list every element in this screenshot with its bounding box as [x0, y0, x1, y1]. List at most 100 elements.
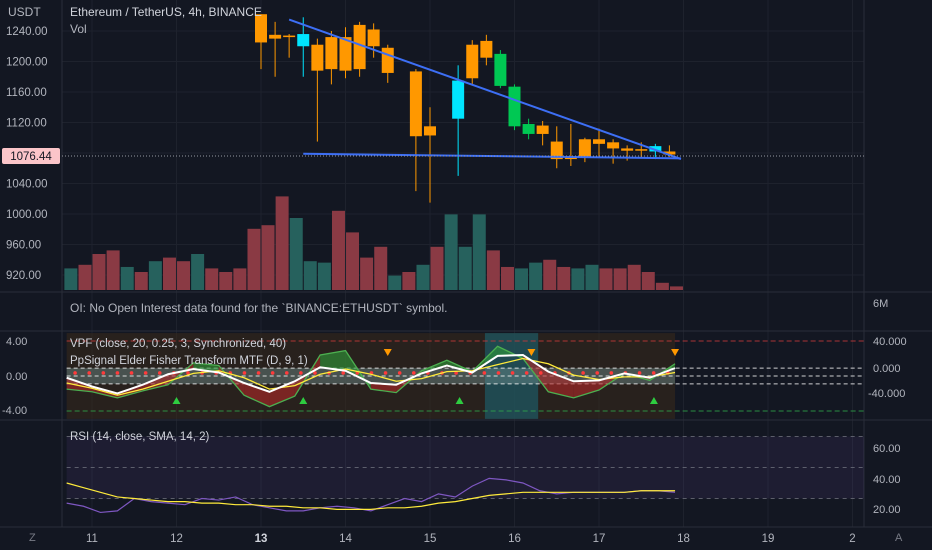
volume-bar: [444, 214, 458, 290]
candles[interactable]: [255, 14, 676, 203]
price-tick-label: 960.00: [6, 240, 41, 252]
volume-bar: [64, 268, 78, 290]
vpf-signal-dot: [595, 371, 600, 375]
vpf-signal-dot: [454, 371, 458, 375]
oi-message[interactable]: OI: No Open Interest data found for the …: [70, 301, 447, 315]
symbol-title[interactable]: Ethereum / TetherUS, 4h, BINANCE: [70, 5, 262, 19]
rsi-series-line: [66, 482, 676, 510]
vpf-fill-segment: [244, 383, 270, 407]
vpf-fill-segment: [573, 380, 599, 398]
volume-bar: [360, 257, 374, 290]
vpf-signal-dot: [157, 371, 162, 375]
vpf-signal-dot: [129, 371, 134, 375]
volume-label[interactable]: Vol: [70, 22, 87, 36]
volume-bar: [205, 268, 219, 290]
vpf-sell-marker: [383, 349, 392, 356]
vpf-signal-dot: [270, 371, 275, 375]
vpf-signal-dot: [73, 371, 77, 375]
vpf-signal-dot: [482, 371, 487, 375]
vpf-buy-marker: [299, 397, 308, 404]
candle-body[interactable]: [522, 124, 535, 134]
rsi-right-tick-2: 40.00: [873, 474, 901, 486]
vpf-title[interactable]: VPF (close, 20, 0.25, 3, Synchronized, 4…: [70, 338, 286, 350]
candle-body[interactable]: [255, 14, 267, 43]
candle-body[interactable]: [381, 47, 394, 73]
candle-body[interactable]: [409, 71, 422, 137]
volume-bar: [669, 286, 683, 290]
candle-body[interactable]: [494, 53, 507, 86]
vpf-left-tick-3: -4.00: [2, 405, 27, 417]
candle-body[interactable]: [663, 151, 676, 155]
candle-body[interactable]: [607, 142, 620, 149]
time-tick-label: 12: [170, 533, 183, 545]
volume-bar: [515, 268, 529, 290]
volume-bar: [162, 257, 176, 290]
candle-body[interactable]: [564, 157, 577, 160]
price-tick-label: 1040.00: [6, 179, 48, 191]
vpf-signal-dot: [242, 371, 247, 375]
candle-body[interactable]: [466, 44, 479, 79]
candle-body[interactable]: [480, 40, 493, 58]
vpf-fill-segment: [117, 384, 143, 398]
candle-body[interactable]: [367, 29, 380, 47]
candle-body[interactable]: [269, 34, 282, 39]
trendline-support[interactable]: [303, 152, 681, 160]
trendline-descending[interactable]: [288, 18, 682, 161]
time-tick-label: 14: [339, 533, 352, 545]
volume-bar: [303, 261, 317, 290]
price-tick-label: 1120.00: [6, 118, 47, 130]
candle-body[interactable]: [353, 24, 366, 70]
auto-scale-button[interactable]: A: [895, 532, 903, 544]
candle-body[interactable]: [593, 139, 605, 144]
vpf-signal-dot: [143, 371, 148, 375]
volume-bar: [134, 272, 148, 290]
vpf-signal-dot: [383, 371, 388, 375]
rsi-title[interactable]: RSI (14, close, SMA, 14, 2): [70, 431, 210, 443]
volume-bars: [64, 196, 683, 290]
vpf-left-tick-1: 4.00: [6, 336, 27, 348]
volume-bar: [641, 272, 655, 290]
volume-bar: [627, 264, 641, 290]
candle-body[interactable]: [536, 125, 549, 134]
volume-bar: [120, 266, 134, 290]
candle-body[interactable]: [452, 80, 465, 119]
rsi-band: [66, 436, 864, 499]
candle-body[interactable]: [325, 37, 338, 70]
volume-bar: [346, 232, 360, 290]
volume-bar: [557, 266, 571, 290]
candle-body[interactable]: [621, 148, 634, 151]
time-tick-label: 16: [508, 533, 521, 545]
candle-body[interactable]: [635, 149, 648, 151]
candle-body[interactable]: [424, 126, 436, 136]
vpf-fill-segment: [548, 371, 574, 398]
vpf-signal-dot: [115, 371, 120, 375]
volume-bar: [613, 268, 627, 290]
volume-bar: [261, 225, 275, 290]
vpf-signal-dot: [186, 371, 190, 375]
rsi-indicator: [66, 436, 864, 514]
fisher-title[interactable]: PpSignal Elder Fisher Transform MTF (D, …: [70, 355, 308, 367]
vpf-buy-marker: [172, 397, 181, 404]
candle-body[interactable]: [578, 139, 591, 158]
candle-body[interactable]: [339, 37, 352, 71]
vpf-signal-dot: [496, 371, 501, 375]
vpf-signal-dot: [609, 371, 614, 375]
candle-body[interactable]: [283, 35, 296, 38]
time-tick-label: 2: [849, 533, 855, 545]
price-tick-label: 1240.00: [6, 26, 48, 38]
candle-body[interactable]: [297, 34, 310, 47]
candle-body[interactable]: [311, 44, 324, 71]
vpf-sell-marker: [527, 349, 536, 356]
vpf-right-tick-3: -40.000: [868, 388, 905, 400]
trendlines[interactable]: [288, 18, 682, 161]
candle-body[interactable]: [508, 86, 521, 127]
current-price-badge: [2, 148, 60, 164]
zoom-reset-button[interactable]: Z: [29, 532, 36, 544]
vpf-right-tick-1: 40.000: [873, 336, 907, 348]
volume-bar: [374, 246, 388, 290]
volume-bar: [92, 254, 106, 290]
volume-bar: [388, 275, 402, 290]
candle-body[interactable]: [550, 141, 563, 160]
candle-body[interactable]: [649, 146, 662, 152]
